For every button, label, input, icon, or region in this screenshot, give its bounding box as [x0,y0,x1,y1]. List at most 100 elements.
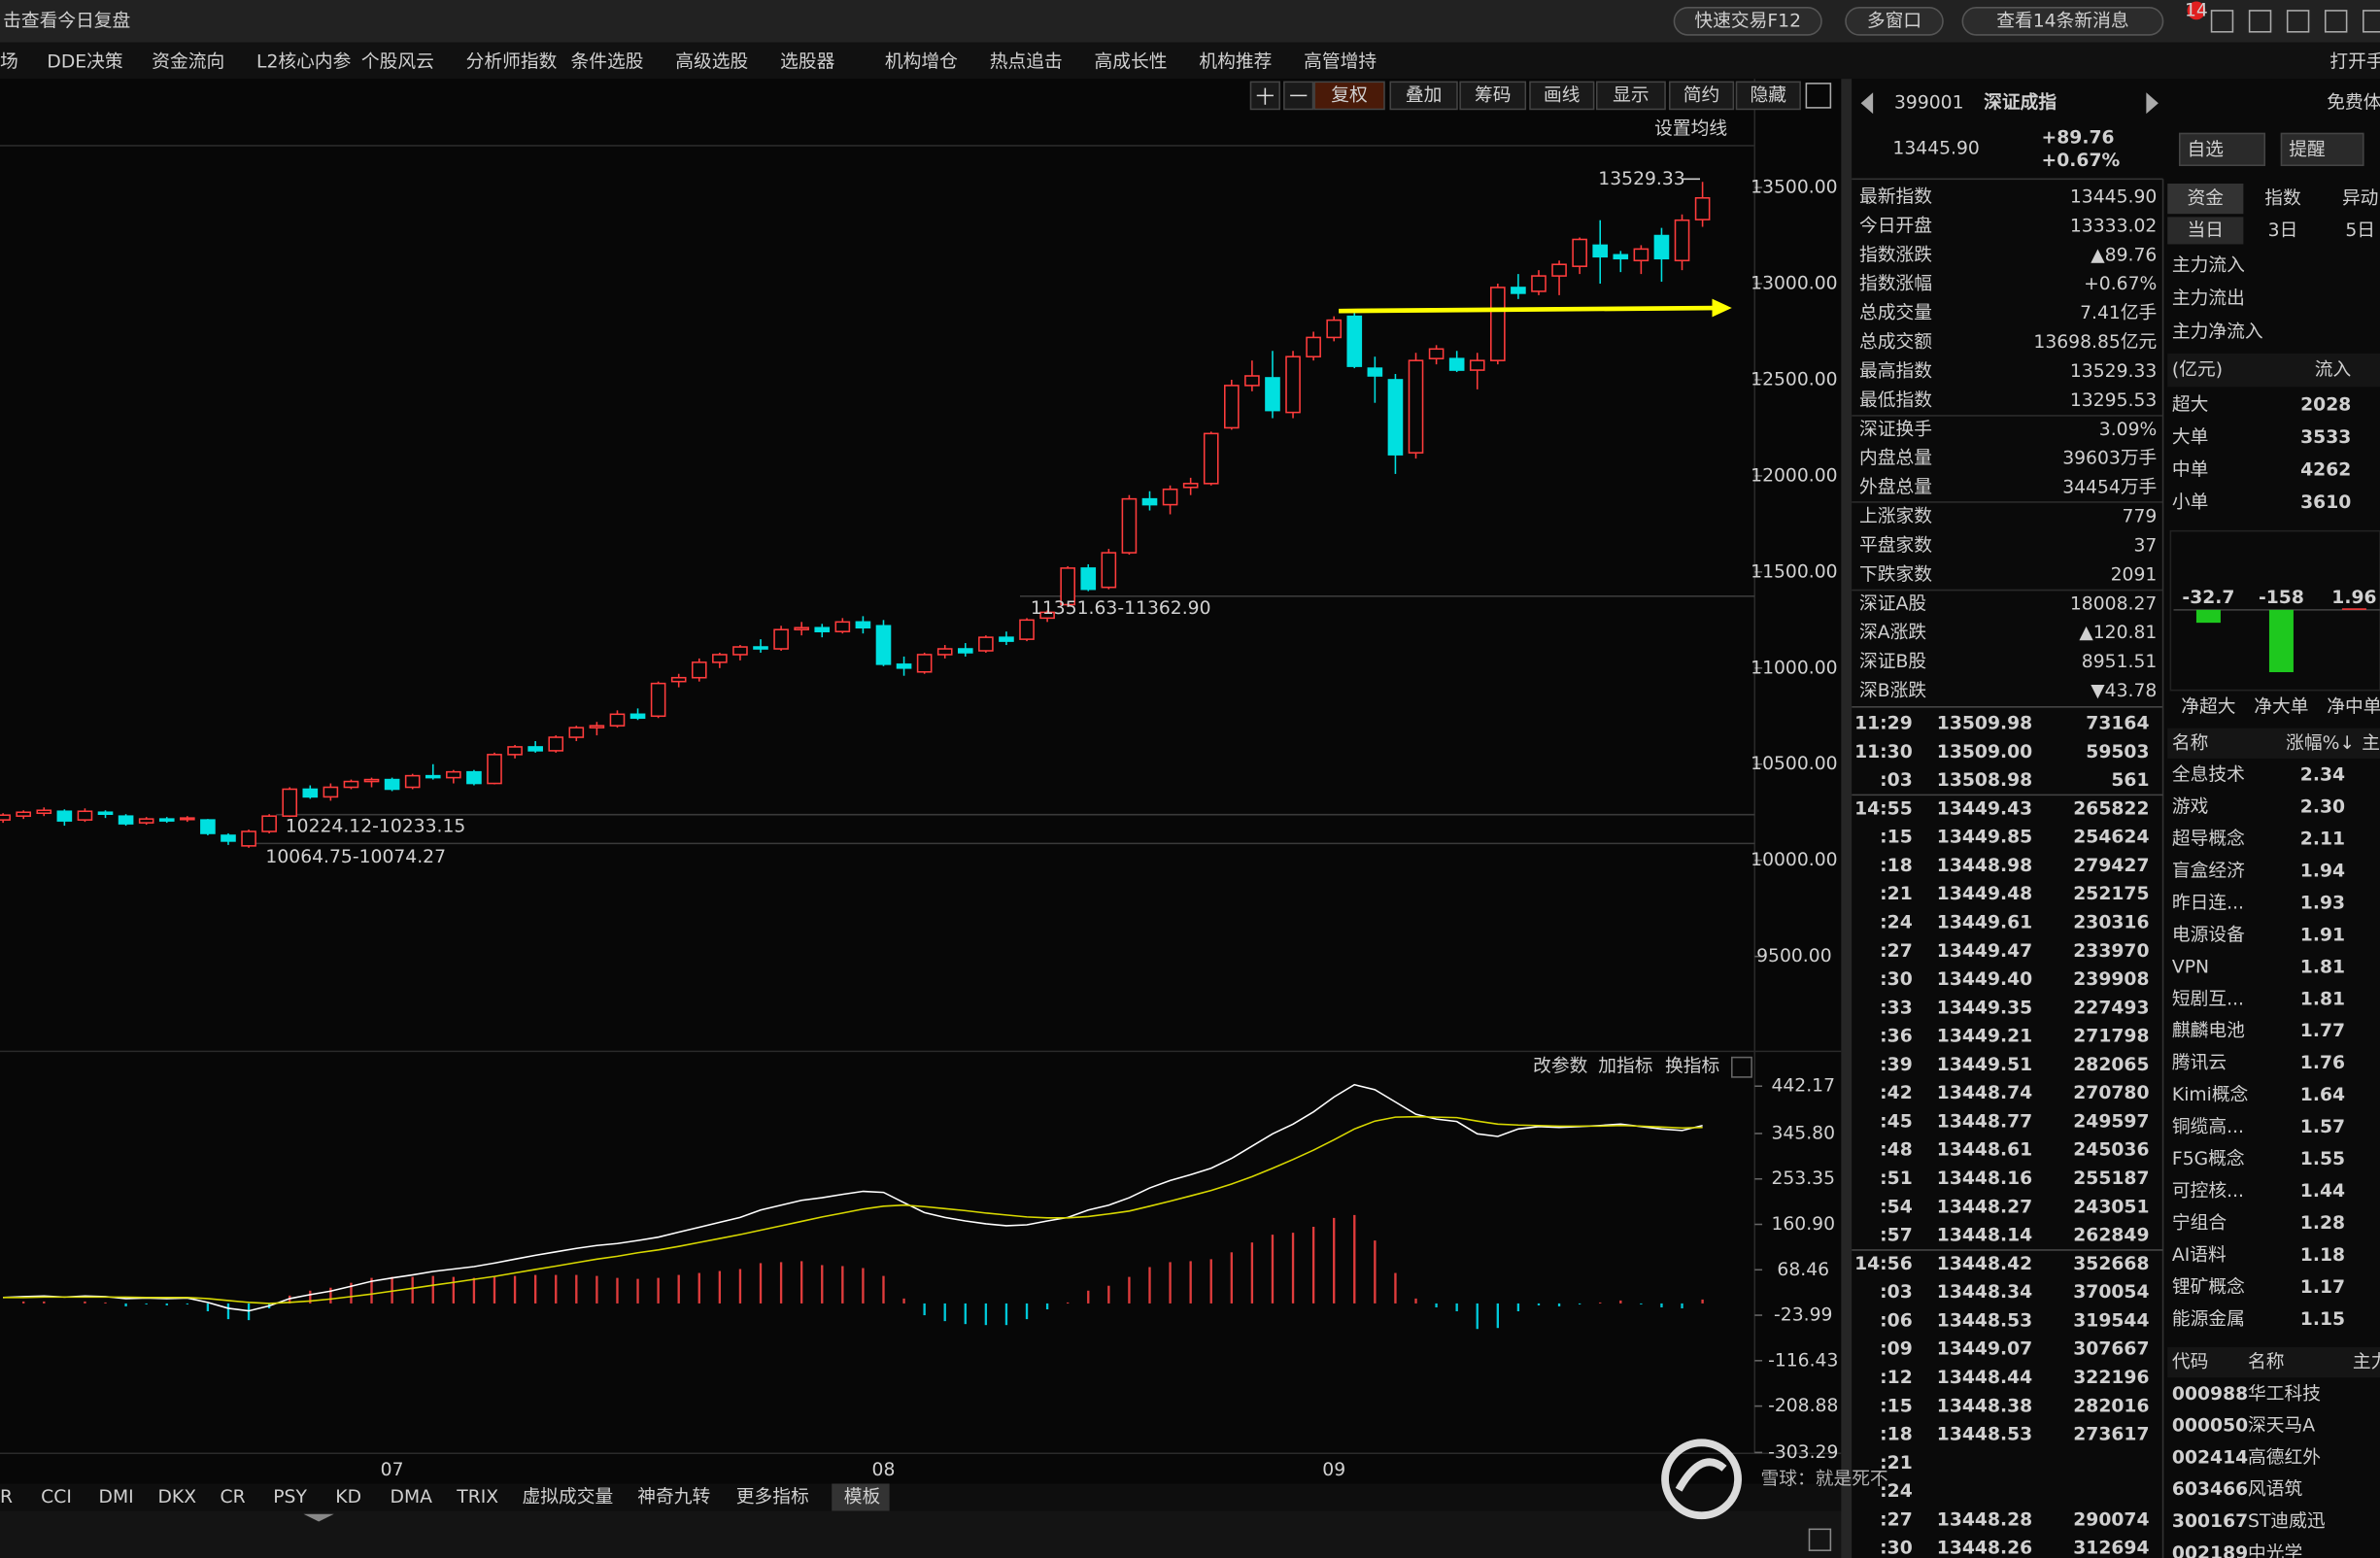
sector-name[interactable]: F5G概念 [2172,1148,2245,1169]
chart-tool-label[interactable]: 筹码 [1475,85,1511,106]
sector-name[interactable]: 全息技术 [2172,765,2245,786]
quote-button-label[interactable]: 自选 [2188,140,2225,160]
stock-name[interactable]: 深天马A [2248,1416,2315,1437]
sector-header[interactable]: 涨幅%↓ [2286,733,2355,754]
indicator-tab[interactable]: 更多指标 [736,1487,809,1507]
indicator-tab[interactable]: 神奇九转 [637,1487,710,1507]
chart-tool-button[interactable] [1668,81,1735,111]
review-link[interactable]: 击查看今日复盘 [3,11,130,31]
indicator-tab[interactable]: PSY [273,1487,307,1507]
chart-tool-button[interactable] [1459,81,1527,111]
sector-name[interactable]: 能源金属 [2172,1309,2245,1330]
chart-tool-button[interactable] [1313,81,1385,111]
expand-icon[interactable] [1805,83,1832,109]
toolbar-icon[interactable] [2248,10,2272,33]
sector-name[interactable]: 铜缆高... [2172,1117,2244,1137]
stock-name[interactable]: 高德红外 [2248,1447,2321,1468]
toolbar-icon[interactable] [2324,10,2348,33]
sector-name[interactable]: 可控核... [2172,1181,2244,1202]
menu-item[interactable]: 高级选股 [675,52,748,73]
sector-name[interactable]: 游戏 [2172,797,2208,818]
sector-name[interactable]: VPN [2172,957,2209,977]
quote-button[interactable] [2280,132,2364,167]
quote-button-label[interactable]: 提醒 [2289,140,2326,160]
indicator-tab[interactable]: R [0,1487,13,1507]
indicator-tab[interactable]: KD [335,1487,361,1507]
menu-item[interactable]: 资金流向 [152,52,224,73]
quote-button[interactable] [2178,132,2266,167]
sector-name[interactable]: 电源设备 [2172,925,2245,945]
sector-name[interactable]: 锂矿概念 [2172,1276,2245,1298]
flow-period[interactable]: 3日 [2268,220,2298,241]
stock-code[interactable]: 000050 [2172,1416,2248,1437]
indicator-tool[interactable]: 换指标 [1665,1056,1719,1076]
menu-item[interactable]: 选股器 [780,52,834,73]
chart-tool-button[interactable] [1529,81,1595,111]
top-button[interactable] [1673,7,1822,36]
menu-item[interactable]: 条件选股 [571,52,644,73]
top-button-label[interactable]: 查看14条新消息 [1996,11,2128,31]
menu-item[interactable]: 分析师指数 [466,52,558,73]
indicator-tab[interactable]: CCI [41,1487,72,1507]
stock-code[interactable]: 603466 [2172,1479,2248,1500]
top-button[interactable] [1845,7,1944,36]
sector-name[interactable]: Kimi概念 [2172,1084,2249,1105]
top-button-label[interactable]: 多窗口 [1867,11,1921,31]
flow-tab[interactable]: 资金 [2188,188,2225,209]
indicator-tab[interactable]: TRIX [456,1487,498,1507]
indicator-tab[interactable]: CR [221,1487,246,1507]
sector-header[interactable]: 主 [2362,733,2380,754]
menu-item[interactable]: 机构增仓 [885,52,958,73]
menu-item[interactable]: 热点追击 [990,52,1063,73]
menu-item[interactable]: 高管增持 [1304,52,1377,73]
toolbar-icon[interactable] [2363,10,2380,33]
toolbar-icon[interactable] [2210,10,2234,33]
indicator-tab[interactable]: DMA [391,1487,433,1507]
indicator-tab[interactable]: DKX [157,1487,196,1507]
menu-item[interactable]: DDE决策 [47,52,122,73]
menu-item[interactable]: 打开手 [2329,52,2380,73]
panel-toggle[interactable] [1808,1528,1832,1551]
chart-tool-label[interactable]: 复权 [1331,85,1368,106]
sector-name[interactable]: 麒麟电池 [2172,1021,2245,1041]
menu-item[interactable]: 高成长性 [1095,52,1168,73]
chart-tool-button[interactable] [1735,81,1801,111]
sector-name[interactable]: 腾讯云 [2172,1053,2227,1073]
sector-name[interactable]: 超导概念 [2172,829,2245,850]
indicator-close[interactable] [1731,1056,1752,1078]
sector-name[interactable]: 昨日连... [2172,893,2244,913]
flow-period[interactable]: 当日 [2188,220,2224,241]
chart-tool-label[interactable]: 隐藏 [1751,85,1787,106]
chart-tool-button[interactable] [1595,81,1666,111]
chart-tool-label[interactable]: 显示 [1613,85,1649,106]
stock-code[interactable]: 000988 [2172,1384,2248,1405]
chart-tool-label[interactable]: 叠加 [1406,85,1442,106]
stock-name[interactable]: 华工科技 [2248,1384,2321,1405]
sector-header[interactable]: 名称 [2172,733,2208,754]
indicator-tool[interactable]: 改参数 [1533,1056,1587,1076]
promo[interactable]: 免费体 [2327,93,2380,114]
indicator-tab[interactable]: 模板 [844,1487,881,1507]
sector-name[interactable]: AI语料 [2172,1245,2227,1266]
indicator-tab[interactable]: 虚拟成交量 [523,1487,614,1507]
ma-setting[interactable]: 设置均线 [1654,119,1727,139]
stock-name[interactable]: 中光学 [2248,1543,2302,1558]
toolbar-icon[interactable] [2286,10,2310,33]
stock-name[interactable]: 风语筑 [2248,1479,2302,1500]
top-button-label[interactable]: 快速交易F12 [1694,11,1801,31]
indicator-tool[interactable]: 加指标 [1598,1056,1652,1076]
flow-tab[interactable]: 指数 [2264,188,2301,209]
stock-code[interactable]: 002189 [2172,1543,2248,1558]
stock-code[interactable]: 002414 [2172,1447,2248,1468]
indicator-tab[interactable]: DMI [99,1487,134,1507]
flow-tab[interactable]: 异动 [2342,188,2378,209]
menu-item[interactable]: 个股风云 [361,52,434,73]
chart-tool-label[interactable]: 简约 [1683,85,1719,106]
stock-code[interactable]: 300167 [2172,1511,2248,1532]
menu-item[interactable]: 场 [0,52,18,73]
chart-tool-button[interactable] [1389,81,1458,111]
flow-period[interactable]: 5日 [2345,220,2375,241]
menu-item[interactable]: 机构推荐 [1199,52,1272,73]
sector-name[interactable]: 宁组合 [2172,1213,2227,1234]
sector-name[interactable]: 盲盒经济 [2172,861,2245,881]
